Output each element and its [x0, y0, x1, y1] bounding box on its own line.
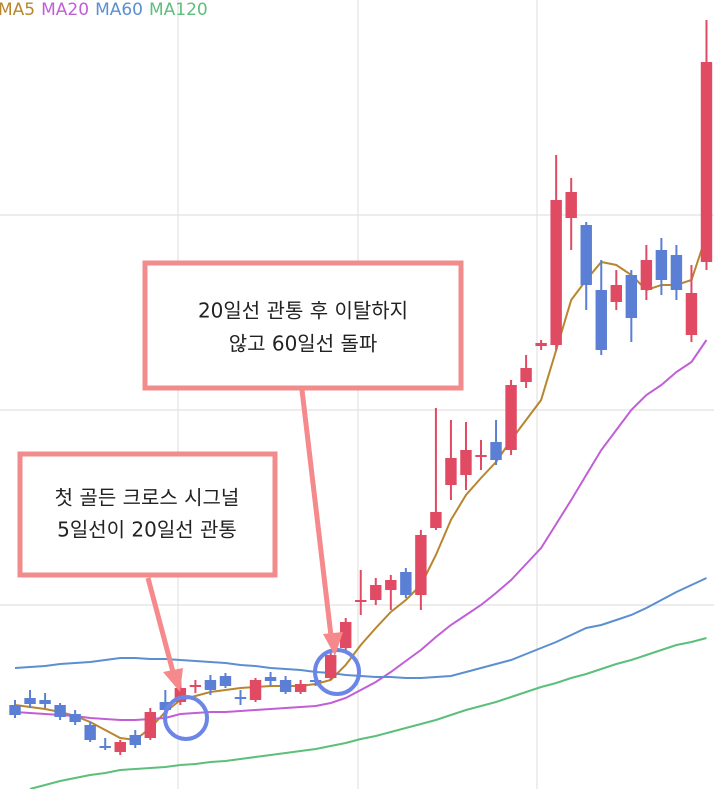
plot	[0, 20, 714, 789]
candle-body	[655, 250, 668, 280]
ma-line	[14, 339, 708, 721]
candle-body	[129, 735, 141, 745]
annotation-box	[17, 451, 278, 578]
candle-body	[610, 285, 623, 302]
candle-body	[9, 705, 21, 715]
annotations: 20일선 관통 후 이탈하지 않고 60일선 돌파 첫 골든 크로스 시그널 5…	[17, 260, 464, 741]
candle-body	[505, 385, 517, 450]
candle-body	[54, 705, 66, 717]
candle-body	[430, 512, 442, 528]
candle-body	[550, 200, 562, 345]
candle-body	[370, 585, 382, 600]
x-grid	[177, 0, 538, 789]
arrow	[145, 577, 176, 673]
legend: MA5 MA20 MA60 MA120	[0, 0, 208, 20]
ma-line	[29, 637, 707, 789]
candle-body	[565, 192, 577, 218]
legend-entry: MA5	[0, 0, 35, 20]
ma-line	[14, 577, 707, 679]
candle-body	[445, 458, 457, 485]
candle-body	[204, 680, 217, 690]
candle-body	[114, 742, 126, 752]
legend-entry: MA20	[41, 0, 89, 20]
annotation-text: 20일선 관통 후 이탈하지	[198, 299, 408, 323]
annotation-box	[142, 260, 464, 391]
candle-body	[234, 697, 247, 699]
candle-body	[340, 622, 352, 648]
candle-body	[535, 343, 547, 346]
candle-body	[640, 260, 653, 290]
candle-body	[279, 680, 292, 692]
candle-body	[249, 680, 262, 700]
arrow-head	[323, 632, 343, 656]
candle-body	[294, 684, 307, 692]
candle-body	[39, 700, 51, 704]
candle-body	[400, 572, 412, 595]
candle-body	[625, 275, 638, 318]
candle-body	[69, 714, 81, 722]
candle-body	[490, 442, 502, 460]
annotation-text: 않고 60일선 돌파	[229, 332, 378, 356]
candle-body	[174, 688, 187, 702]
candle-body	[685, 293, 698, 335]
candle-body	[99, 746, 111, 748]
candle-body	[385, 580, 397, 590]
candle-body	[355, 600, 367, 602]
candle-body	[415, 535, 427, 595]
candle-body	[475, 455, 487, 457]
highlight-circle	[163, 695, 209, 741]
candle-body	[159, 702, 172, 710]
candle-body	[595, 290, 607, 350]
legend-entry: MA60	[95, 0, 143, 20]
legend-entry: MA120	[149, 0, 208, 20]
arrow	[299, 389, 334, 637]
candle-body	[219, 676, 232, 686]
annotation-text: 첫 골든 크로스 시그널	[55, 486, 240, 510]
arrow-head	[163, 668, 183, 692]
candle-body	[264, 677, 277, 681]
candle-body	[24, 698, 36, 704]
candle-body	[520, 368, 532, 382]
candle-body	[670, 255, 683, 290]
candle-body	[84, 725, 96, 740]
candle-body	[189, 685, 202, 687]
candle-body	[580, 225, 592, 285]
candle-body	[460, 450, 472, 475]
annotation-text: 5일선이 20일선 관통	[57, 518, 237, 542]
candle-body	[144, 712, 157, 738]
candle-body	[324, 655, 337, 678]
candle-body	[700, 62, 713, 262]
